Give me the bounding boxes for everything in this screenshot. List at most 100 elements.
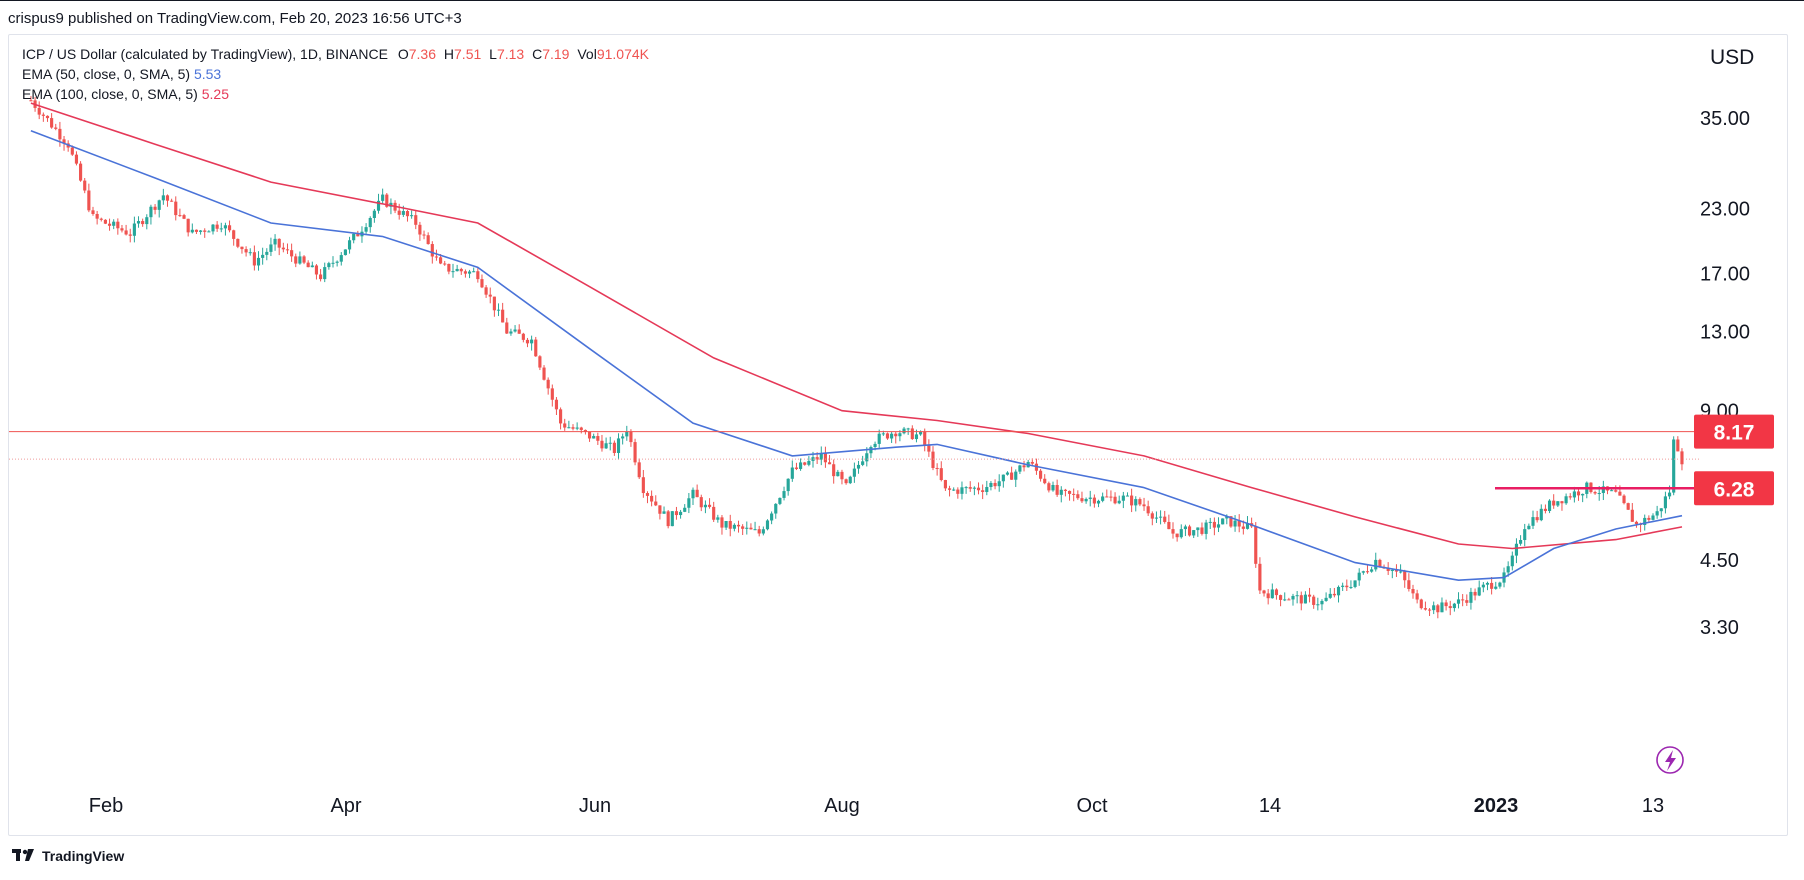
candle-body: [869, 447, 873, 454]
candle: [604, 437, 608, 449]
candle-body: [1336, 586, 1341, 596]
candle: [273, 234, 277, 251]
candle-body: [625, 431, 629, 437]
candle-body: [112, 221, 116, 226]
candle: [211, 223, 215, 235]
candle-body: [1258, 563, 1262, 591]
candle-body: [1481, 584, 1485, 588]
candle: [1001, 474, 1005, 488]
candle: [352, 233, 356, 244]
candle: [302, 255, 306, 265]
candle: [132, 216, 136, 243]
price-axis[interactable]: USD35.0023.0017.0013.009.004.503.308.176…: [1694, 46, 1774, 639]
candle-body: [1105, 496, 1109, 498]
candle: [1303, 591, 1307, 604]
candle: [405, 210, 410, 222]
candle: [1026, 459, 1030, 468]
candle: [1130, 488, 1134, 513]
candle-body: [397, 210, 401, 215]
candle-body: [405, 211, 410, 217]
candle: [227, 220, 232, 233]
candle-body: [414, 215, 418, 225]
candle: [1456, 592, 1461, 609]
candle: [1403, 569, 1407, 588]
candle: [1436, 603, 1440, 619]
candle: [472, 267, 476, 273]
candle-body: [401, 211, 405, 215]
candle-body: [931, 451, 935, 468]
candle: [149, 204, 153, 225]
candle: [960, 481, 964, 500]
candle: [1514, 538, 1519, 564]
candle-body: [687, 498, 691, 508]
plot-area[interactable]: [29, 96, 1684, 619]
candle-body: [1130, 495, 1134, 506]
time-axis[interactable]: Feb Apr Jun Aug Oct 14 2023 13: [89, 795, 1664, 817]
candle-body: [79, 163, 83, 181]
candle: [488, 287, 492, 304]
candle: [1655, 505, 1659, 519]
tradingview-brand[interactable]: TradingView: [12, 848, 124, 864]
candle-body: [1279, 595, 1283, 600]
candle: [654, 495, 658, 507]
candle-body: [1365, 571, 1370, 573]
candle: [852, 462, 856, 483]
candle: [563, 418, 567, 431]
candle: [165, 194, 170, 207]
candle: [827, 455, 832, 465]
candle-body: [1436, 605, 1440, 613]
candle-body: [1117, 500, 1121, 504]
candle-body: [1134, 499, 1138, 506]
candle: [770, 511, 774, 525]
candle: [559, 407, 563, 430]
legend-ema50-row[interactable]: EMA (50, close, 0, SMA, 5) 5.53: [22, 64, 649, 84]
candle: [1481, 582, 1485, 593]
candle-body: [1680, 451, 1684, 465]
candle-body: [1423, 608, 1427, 610]
candle-body: [621, 436, 625, 439]
currency-label: USD: [1710, 46, 1754, 69]
candle-body: [352, 233, 356, 241]
candle: [1117, 495, 1121, 505]
lightning-icon[interactable]: [1656, 746, 1684, 774]
candle-body: [943, 480, 947, 489]
candle-body: [285, 249, 290, 251]
candle: [1510, 551, 1514, 571]
candle: [1432, 601, 1436, 615]
candle: [364, 223, 368, 234]
candle: [1216, 517, 1221, 533]
candle: [596, 432, 600, 445]
candle-body: [182, 215, 186, 219]
candle: [645, 491, 650, 504]
candle-body: [881, 433, 885, 435]
candle: [1295, 591, 1299, 604]
candle-body: [674, 511, 679, 516]
candle: [236, 238, 240, 249]
candle: [443, 260, 447, 266]
candle-body: [1622, 495, 1626, 504]
candle: [1159, 510, 1163, 525]
candle: [1560, 500, 1564, 511]
candle-body: [1051, 484, 1055, 491]
candle: [964, 486, 968, 494]
candle-body: [439, 257, 443, 264]
candle: [368, 216, 372, 233]
legend-ema100-row[interactable]: EMA (100, close, 0, SMA, 5) 5.25: [22, 84, 649, 104]
time-tick-label: Feb: [89, 795, 123, 817]
candle-body: [1192, 530, 1196, 536]
candle-body: [1473, 591, 1477, 596]
candle-body: [1067, 490, 1072, 494]
candle-body: [1084, 498, 1088, 502]
candle-body: [716, 517, 720, 520]
candle-body: [372, 210, 376, 218]
price-tick-label: 13.00: [1700, 321, 1750, 343]
candle-body: [1221, 518, 1225, 525]
candle: [840, 469, 844, 485]
candle-body: [1432, 605, 1436, 611]
candle-body: [513, 329, 517, 332]
candle: [1473, 588, 1477, 601]
candle-body: [699, 497, 703, 508]
candle: [45, 115, 50, 122]
candle-body: [1572, 491, 1576, 498]
